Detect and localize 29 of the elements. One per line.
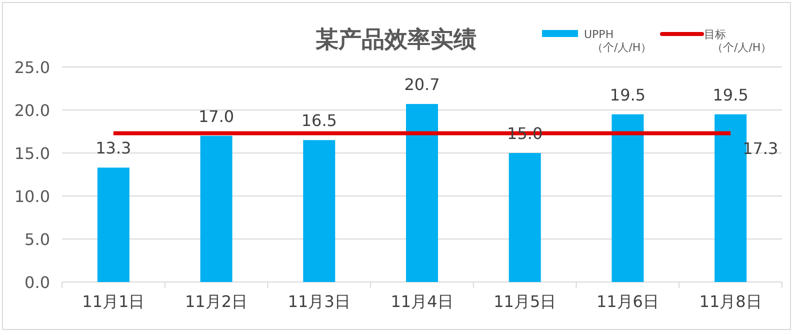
data-label: 16.5 <box>301 111 337 130</box>
x-tick-label: 11月4日 <box>390 292 454 311</box>
data-label: 19.5 <box>610 85 646 104</box>
bar <box>612 114 644 282</box>
bar <box>406 104 438 282</box>
x-tick-label: 11月8日 <box>699 292 762 311</box>
x-tick-label: 11月3日 <box>288 292 350 311</box>
data-label: 13.3 <box>96 138 132 158</box>
x-tick-label: 11月6日 <box>596 292 659 311</box>
legend-label: UPPH（个/人/H） <box>584 28 652 54</box>
y-tick-label: 15.0 <box>14 144 50 163</box>
y-tick-label: 20.0 <box>14 101 50 120</box>
x-tick-label: 11月5日 <box>494 292 556 311</box>
data-label: 17.0 <box>198 106 234 126</box>
y-tick-label: 5.0 <box>24 230 50 249</box>
bar <box>97 168 130 282</box>
legend-label: 目标（个/人/H） <box>704 28 772 54</box>
y-tick-label: 0.0 <box>24 273 50 292</box>
bar <box>303 140 336 282</box>
chart-title: 某产品效率实绩 <box>316 26 476 53</box>
bar <box>200 136 232 282</box>
x-tick-label: 11月1日 <box>82 292 145 311</box>
x-tick-label: 11月2日 <box>185 292 248 311</box>
y-tick-label: 25.0 <box>14 58 50 77</box>
bar <box>508 153 541 282</box>
data-label: 19.5 <box>712 85 748 104</box>
data-label: 15.0 <box>507 124 543 143</box>
y-tick-label: 10.0 <box>14 187 50 206</box>
data-label: 20.7 <box>404 74 440 94</box>
